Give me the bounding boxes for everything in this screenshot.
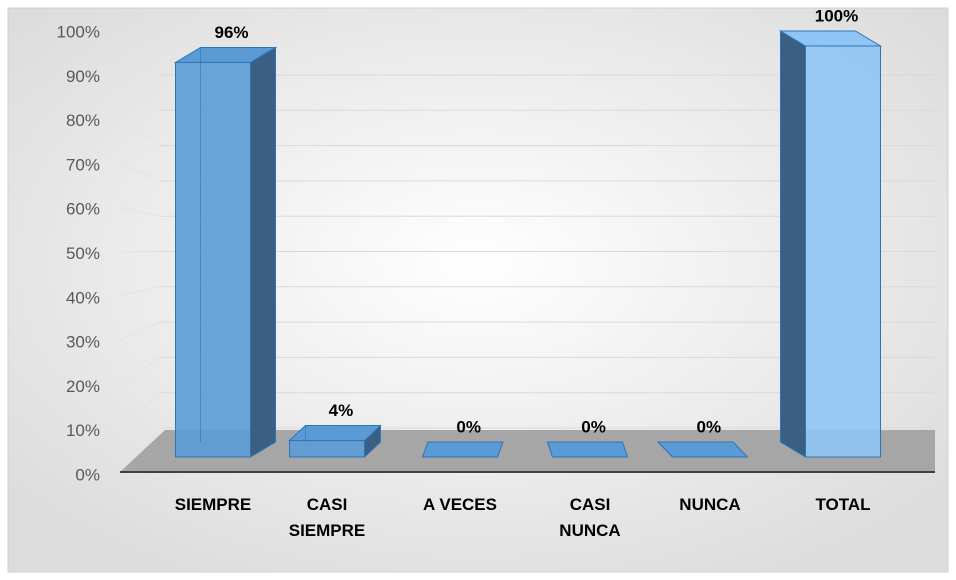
bar [173,46,278,458]
x-tick-label: TOTAL [815,495,871,514]
bar-side [780,30,806,458]
y-tick-label: 80% [66,111,100,130]
bar [546,441,629,458]
side-grid-line [119,29,161,76]
bar-top [546,441,629,458]
value-label: 0% [696,417,721,436]
y-tick-label: 90% [66,67,100,86]
bar [421,441,504,458]
side-grid-line [119,118,161,147]
x-tick-label: SIEMPRE [174,495,252,514]
y-tick-label: 60% [66,200,100,219]
y-tick-label: 30% [66,333,100,352]
bar-top [656,441,749,458]
x-tick-label: A VECES [422,495,497,514]
bar-front [289,440,365,458]
y-tick-label: 70% [66,155,100,174]
value-label: 100% [815,6,858,25]
value-label: 0% [581,417,606,436]
side-grid-line [119,162,161,182]
y-tick-label: 40% [66,288,100,307]
x-tick-label: NUNCA [679,495,741,514]
x-tick-label: CASI SIEMPRE [288,495,366,540]
y-tick-label: 50% [66,244,100,263]
side-grid-line [119,392,161,430]
side-grid-line [119,321,161,341]
side-grid-line [119,206,161,217]
y-tick-label: 0% [75,465,100,484]
side-grid-line [119,356,161,385]
bar-side [250,46,276,458]
y-tick-label: 10% [66,421,100,440]
value-label: 96% [214,23,248,42]
side-grid-line [119,286,161,297]
value-label: 0% [456,417,481,436]
bar [656,441,749,458]
bar-front [805,45,881,458]
bar-top [288,425,382,442]
x-tick-label: CASI NUNCA [559,495,621,540]
bar-front [175,61,251,458]
y-tick-label: 20% [66,377,100,396]
y-tick-label: 100% [57,22,100,41]
bar [288,424,382,459]
bar [778,30,883,458]
side-grid-line [119,73,161,111]
side-grid-line [119,427,161,474]
value-label: 4% [329,401,354,420]
bar-top [421,441,504,458]
